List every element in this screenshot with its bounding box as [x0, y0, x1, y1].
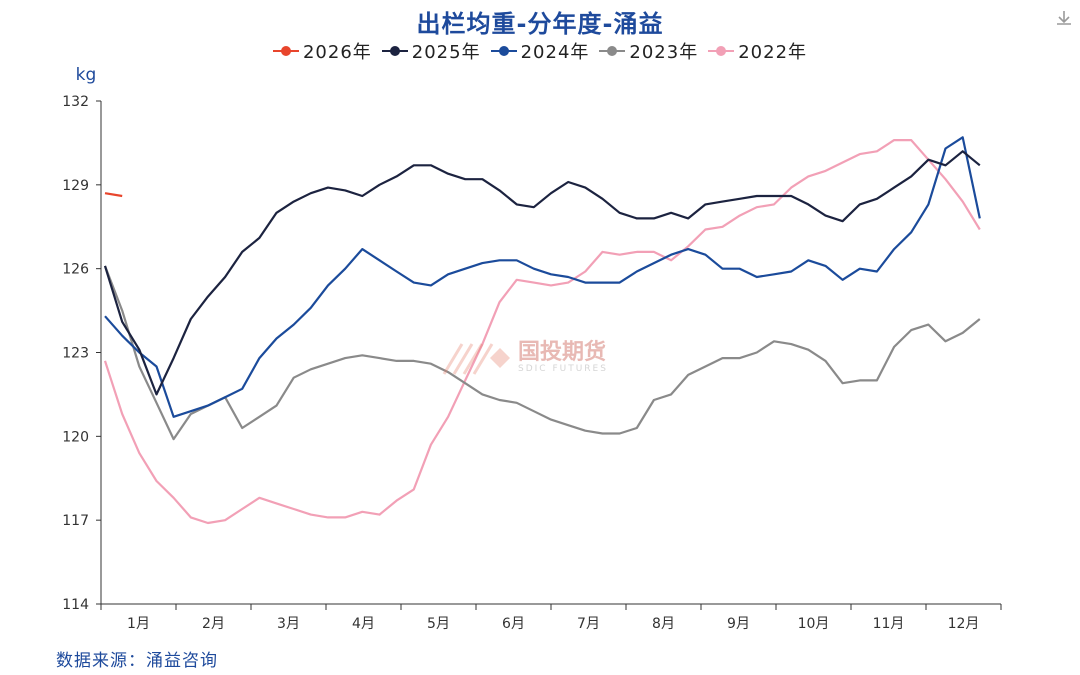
y-axis-label: kg — [76, 65, 97, 85]
x-tick-label: 10月 — [798, 616, 830, 632]
legend-swatch — [381, 46, 408, 56]
y-tick-label: 126 — [62, 262, 89, 278]
legend-entry: 2025年 — [381, 38, 481, 64]
x-tick-label: 9月 — [727, 616, 750, 632]
series-line-2023年 — [103, 265, 981, 441]
legend-label: 2022年 — [738, 42, 808, 63]
legend-swatch — [272, 46, 299, 56]
data-source: 数据来源：涌益咨询 — [56, 651, 218, 671]
x-tick-label: 8月 — [652, 616, 675, 632]
legend-entry: 2022年 — [708, 38, 807, 64]
y-tick-label: 129 — [62, 178, 89, 194]
y-tick-label: 123 — [62, 346, 89, 362]
chart-title: 出栏均重-分年度-涌益 — [416, 10, 664, 38]
legend-label: 2026年 — [302, 42, 372, 63]
x-tick-label: 7月 — [577, 616, 600, 632]
legend-entry: 2023年 — [599, 38, 698, 64]
download-icon[interactable] — [1054, 8, 1074, 28]
x-tick-label: 12月 — [948, 616, 980, 632]
legend-entry: 2024年 — [490, 38, 590, 64]
legend-label: 2024年 — [520, 42, 590, 63]
chart-legend: 2026年 2025年 2024年 2023年 2022年 — [0, 38, 1080, 64]
legend-label: 2023年 — [629, 42, 699, 63]
x-tick-label: 1月 — [127, 616, 150, 632]
series-line-2022年 — [103, 139, 981, 525]
legend-swatch — [599, 46, 626, 56]
legend-label: 2025年 — [411, 42, 481, 63]
x-tick-label: 3月 — [277, 616, 300, 632]
legend-entry: 2026年 — [272, 38, 372, 64]
y-tick-label: 132 — [62, 94, 89, 110]
x-tick-label: 4月 — [352, 616, 375, 632]
legend-swatch — [490, 46, 517, 56]
y-tick-label: 114 — [62, 597, 89, 613]
series-line-2024年 — [104, 136, 981, 418]
series-line-2026年 — [104, 192, 123, 198]
legend-swatch — [708, 46, 735, 56]
y-tick-label: 120 — [62, 429, 89, 445]
series-line-2025年 — [103, 150, 981, 396]
x-tick-label: 6月 — [502, 616, 525, 632]
x-tick-label: 5月 — [427, 616, 450, 632]
y-tick-label: 117 — [62, 513, 89, 529]
x-tick-label: 11月 — [873, 616, 905, 632]
x-tick-label: 2月 — [202, 616, 225, 632]
